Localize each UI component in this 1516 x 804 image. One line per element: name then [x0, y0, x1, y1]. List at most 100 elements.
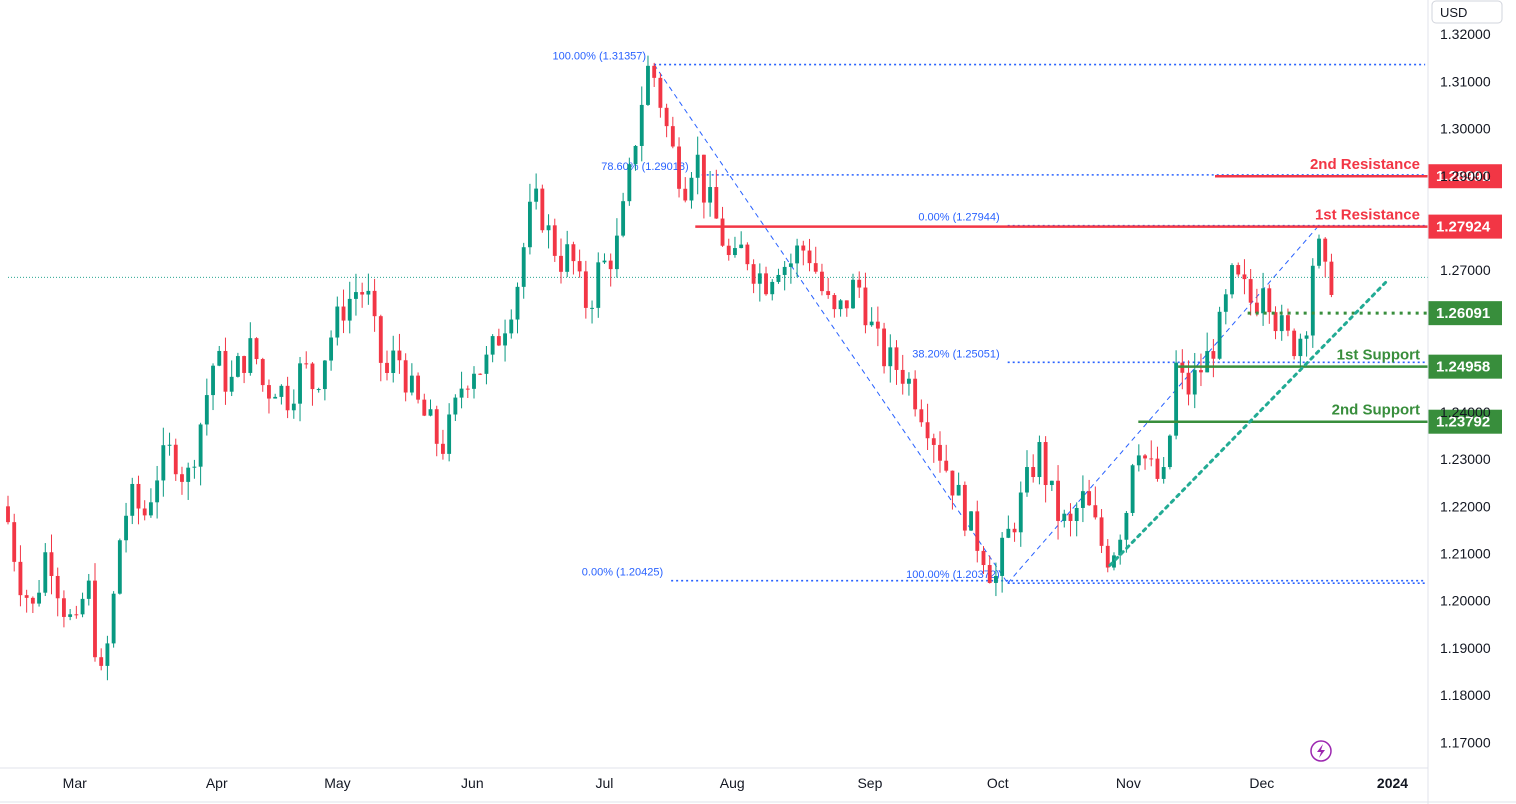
price-tick-label: 1.31000 [1440, 73, 1491, 89]
candle-body [534, 188, 539, 202]
candle-body [689, 177, 694, 201]
candle-body [1174, 362, 1179, 436]
candle-body [310, 363, 315, 390]
candle-body [1292, 330, 1297, 357]
time-tick-label: Dec [1249, 775, 1274, 791]
candle-body [503, 333, 507, 346]
candle-body [1236, 265, 1241, 275]
candle-body [987, 565, 992, 583]
fib-level-label: 0.00% (1.20425) [582, 567, 663, 579]
candle-body [938, 444, 942, 461]
candle-body [1118, 539, 1123, 556]
candle-body [1080, 491, 1085, 508]
candle-body [136, 483, 141, 509]
candle-body [596, 262, 601, 308]
candle-body [211, 365, 215, 396]
candle-body [931, 438, 936, 445]
time-tick-label: Aug [720, 775, 745, 791]
candle-body [360, 292, 365, 295]
candle-body [801, 245, 806, 251]
candle-body [409, 375, 414, 393]
candle-body [857, 279, 862, 288]
candle-body [453, 397, 458, 415]
price-tick-label: 1.19000 [1440, 640, 1491, 656]
candle-body [422, 399, 427, 416]
candle-body [820, 271, 824, 292]
candle-body [335, 306, 340, 338]
candle-body [639, 104, 644, 146]
candle-body [1062, 513, 1067, 521]
currency-box[interactable] [1431, 0, 1503, 24]
price-tick-label: 1.18000 [1440, 687, 1491, 703]
candle-body [341, 306, 346, 321]
candle-body [788, 263, 793, 267]
candle-body [1217, 311, 1222, 359]
candle-body [1037, 442, 1042, 478]
price-tick-label: 1.23000 [1440, 451, 1491, 467]
candle-body [969, 511, 973, 531]
candle-body [1031, 467, 1036, 478]
time-tick-label: 2024 [1377, 775, 1408, 791]
price-tick-label: 1.24000 [1440, 404, 1491, 420]
candle-body [1261, 288, 1266, 314]
candle-body [304, 363, 309, 365]
candle-body [614, 235, 619, 270]
candle-body [6, 506, 10, 523]
level-name-label: 1st Resistance [1315, 207, 1420, 224]
fib-diagonal-line [653, 64, 1009, 584]
candle-body [1192, 370, 1197, 395]
candle-body [1199, 370, 1203, 373]
candle-body [279, 385, 284, 397]
price-tick-label: 1.17000 [1440, 734, 1491, 750]
candle-body [751, 264, 756, 284]
candle-body [1310, 265, 1315, 336]
candle-body [1087, 491, 1092, 506]
candle-body [1317, 238, 1321, 266]
candle-body [869, 321, 874, 326]
time-tick-label: Jun [461, 775, 484, 791]
candle-body [944, 460, 949, 471]
candle-body [875, 321, 880, 329]
candle-body [378, 316, 383, 363]
candle-body [49, 552, 54, 576]
candle-body [1211, 351, 1216, 359]
candle-body [583, 271, 588, 308]
currency-label[interactable]: USD [1440, 5, 1467, 20]
fib-level-label: 100.00% (1.20372) [906, 569, 1000, 581]
candle-body [838, 300, 843, 310]
candle-body [1136, 455, 1141, 466]
candle-body [285, 385, 290, 411]
candle-body [683, 188, 688, 201]
candle-body [484, 354, 489, 374]
candle-body [1298, 338, 1303, 357]
trendline [1108, 278, 1390, 567]
candle-body [577, 261, 582, 272]
time-tick-label: Oct [987, 775, 1009, 791]
candle-body [677, 146, 681, 189]
time-tick-label: May [324, 775, 350, 791]
candle-body [105, 643, 110, 666]
candle-body [565, 244, 570, 272]
candle-body [1267, 288, 1272, 313]
candle-body [24, 595, 29, 598]
candle-body [956, 484, 961, 496]
candle-body [242, 356, 247, 373]
candle-body [1223, 294, 1228, 312]
candle-body [93, 580, 97, 658]
candle-body [248, 338, 253, 373]
price-tick-label: 1.32000 [1440, 26, 1491, 42]
candle-body [527, 201, 532, 248]
candle-body [770, 281, 775, 295]
candle-body [851, 279, 855, 309]
candle-body [1018, 492, 1023, 533]
fibonacci-levels: 100.00% (1.31357) 78.60% (1.29018) 0.00% (… [8, 51, 1428, 584]
candle-body [720, 218, 725, 246]
candle-body [832, 295, 837, 310]
candle-body [74, 614, 79, 616]
candle-body [130, 483, 135, 516]
candle-body [1248, 279, 1253, 303]
candle-body [1167, 435, 1172, 468]
candle-body [204, 395, 209, 425]
lightning-icon[interactable] [1310, 740, 1332, 762]
